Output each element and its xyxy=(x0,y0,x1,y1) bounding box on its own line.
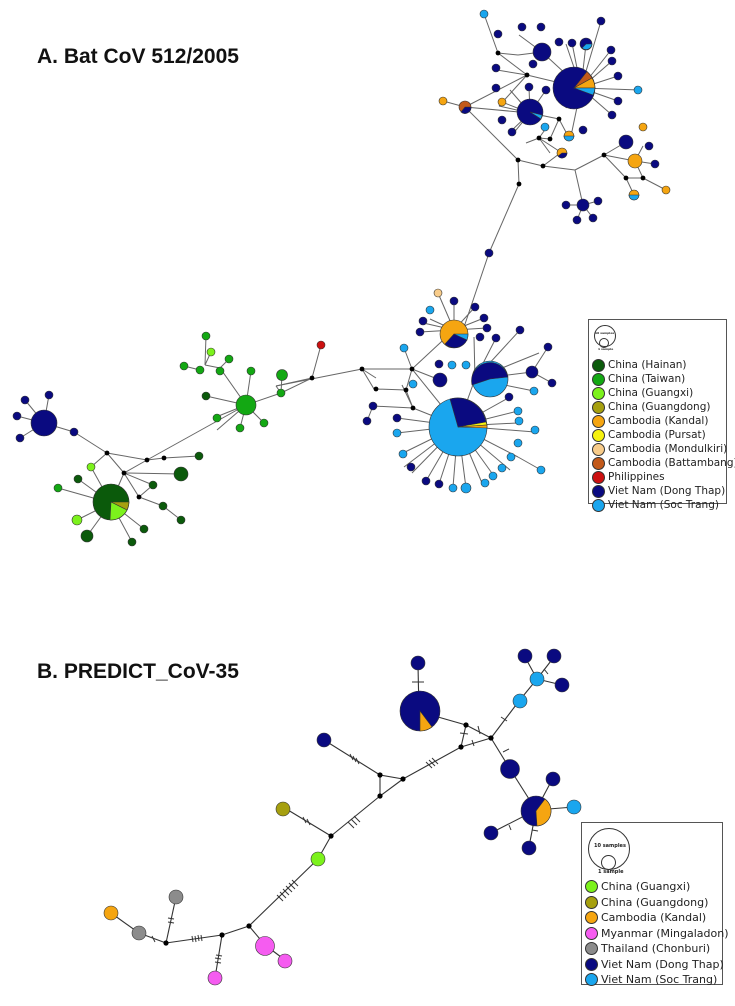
scale-circle-small-icon xyxy=(599,338,609,348)
pie-node-kandal xyxy=(439,319,469,349)
legend-label: Thailand (Chonburi) xyxy=(601,942,711,956)
swatch-guangdong-icon xyxy=(585,895,598,909)
swatch-dong-thap-icon xyxy=(585,957,598,971)
pie-node-large-soc-trang xyxy=(428,397,488,457)
legend-b-items: China (Guangxi) China (Guangdong) Cambod… xyxy=(582,879,729,988)
scale-label-small: 1 sample xyxy=(598,869,624,875)
network-b-median-vectors xyxy=(163,722,494,946)
swatch-hainan-icon xyxy=(592,358,605,372)
swatch-battambang-icon xyxy=(592,456,605,470)
scale-label-large: 10 samples xyxy=(595,331,615,335)
network-b-mutation-ticks xyxy=(151,668,549,964)
legend-label: China (Guangdong) xyxy=(608,401,711,413)
panel-a-title: A. Bat CoV 512/2005 xyxy=(37,45,239,68)
legend-label: China (Hainan) xyxy=(608,359,687,371)
legend-item: Philippines xyxy=(589,470,726,484)
pie-node-kandal-b xyxy=(520,795,552,827)
legend-item: China (Guangdong) xyxy=(589,400,726,414)
swatch-soc-trang-icon xyxy=(592,498,605,512)
legend-label: Cambodia (Mondulkiri) xyxy=(608,443,728,455)
scale-circle-small-icon xyxy=(601,855,616,870)
legend-label: Viet Nam (Dong Thap) xyxy=(601,957,724,971)
legend-panel-b: 10 samples 1 sample China (Guangxi) Chin… xyxy=(581,822,729,988)
swatch-kandal-icon xyxy=(592,414,605,428)
legend-item: Viet Nam (Soc Trang) xyxy=(582,972,722,988)
legend-item: China (Guangdong) xyxy=(582,895,722,911)
scale-label-small: 1 sample xyxy=(598,347,614,351)
legend-item: China (Guangxi) xyxy=(589,386,726,400)
network-a-nodes-middle xyxy=(362,288,557,494)
legend-label: Cambodia (Kandal) xyxy=(608,415,709,427)
network-b-edges xyxy=(110,656,575,979)
legend-item: Viet Nam (Soc Trang) xyxy=(589,498,726,512)
pie-node-battambang xyxy=(458,100,472,114)
legend-label: China (Guangxi) xyxy=(608,387,694,399)
legend-label: Viet Nam (Soc Trang) xyxy=(601,973,718,987)
swatch-chonburi-icon xyxy=(585,942,598,956)
legend-label: China (Guangxi) xyxy=(601,880,691,894)
legend-label: Cambodia (Kandal) xyxy=(601,911,707,925)
swatch-guangxi-icon xyxy=(592,386,605,400)
network-a xyxy=(12,9,671,547)
network-a-median-vectors xyxy=(104,49,646,500)
legend-item: Thailand (Chonburi) xyxy=(582,941,722,957)
legend-label: China (Guangdong) xyxy=(601,895,709,909)
legend-item: Cambodia (Kandal) xyxy=(582,910,722,926)
legend-label: Cambodia (Pursat) xyxy=(608,429,706,441)
network-a-edges-left xyxy=(16,335,322,543)
legend-item: China (Hainan) xyxy=(589,358,726,372)
legend-label: Viet Nam (Dong Thap) xyxy=(608,485,726,497)
legend-label: Viet Nam (Soc Trang) xyxy=(608,499,719,511)
network-b-nodes xyxy=(103,648,582,986)
swatch-kandal-icon xyxy=(585,911,598,925)
legend-item: Cambodia (Battambang) xyxy=(589,456,735,470)
legend-item: Myanmar (Mingaladon) xyxy=(582,926,729,942)
legend-a-size-scale: 10 samples 1 sample xyxy=(589,320,726,358)
swatch-pursat-icon xyxy=(592,428,605,442)
legend-item: Cambodia (Mondulkiri) xyxy=(589,442,728,456)
legend-label: China (Taiwan) xyxy=(608,373,686,385)
legend-b-size-scale: 10 samples 1 sample xyxy=(582,823,722,875)
swatch-soc-trang-icon xyxy=(585,973,598,987)
swatch-taiwan-icon xyxy=(592,372,605,386)
swatch-mondulkiri-icon xyxy=(592,442,605,456)
legend-item: Viet Nam (Dong Thap) xyxy=(589,484,726,498)
pie-node-large-hainan xyxy=(92,483,130,521)
legend-item: China (Taiwan) xyxy=(589,372,726,386)
pie-node-soc-trang-dong-thap xyxy=(471,360,509,398)
legend-a-items: China (Hainan) China (Taiwan) China (Gua… xyxy=(589,358,735,512)
panel-b-title: B. PREDICT_CoV-35 xyxy=(37,660,239,683)
pie-node-large-dong-thap xyxy=(552,66,596,110)
legend-panel-a: 10 samples 1 sample China (Hainan) China… xyxy=(588,319,735,512)
legend-item: Cambodia (Kandal) xyxy=(589,414,726,428)
pie-node-mid-top xyxy=(516,98,544,126)
legend-label: Myanmar (Mingaladon) xyxy=(601,926,729,940)
legend-label: Cambodia (Battambang) xyxy=(608,457,735,469)
network-a-nodes-top xyxy=(438,9,671,258)
legend-item: Cambodia (Pursat) xyxy=(589,428,726,442)
legend-item: China (Guangxi) xyxy=(582,879,722,895)
network-b xyxy=(103,648,582,986)
network-a-nodes-left xyxy=(12,331,326,547)
swatch-dong-thap-icon xyxy=(592,484,605,498)
pie-node-large-dong-thap-b xyxy=(399,690,441,732)
swatch-mingaladon-icon xyxy=(585,926,598,940)
swatch-philippines-icon xyxy=(592,470,605,484)
legend-item: Viet Nam (Dong Thap) xyxy=(582,957,724,973)
swatch-guangdong-icon xyxy=(592,400,605,414)
scale-label-large: 10 samples xyxy=(594,843,626,849)
legend-label: Philippines xyxy=(608,471,665,483)
swatch-guangxi-icon xyxy=(585,880,598,894)
network-a-edges-top xyxy=(442,13,667,254)
